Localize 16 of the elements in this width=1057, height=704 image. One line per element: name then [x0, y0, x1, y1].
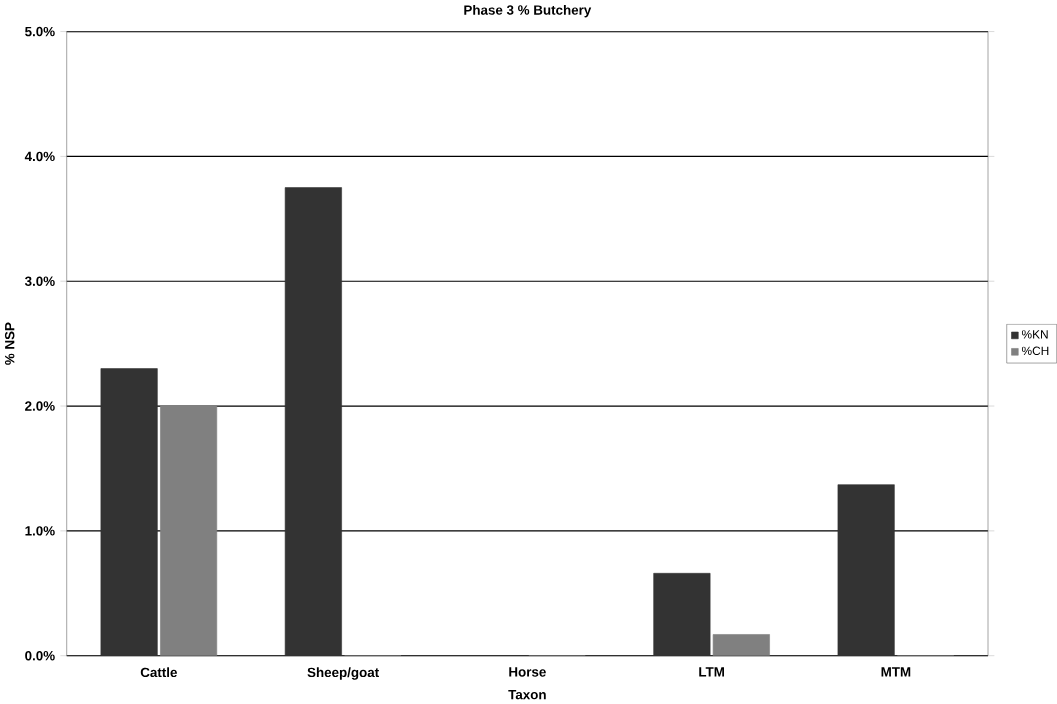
x-tick-label: Sheep/goat: [307, 667, 379, 680]
legend-label: %KN: [1021, 330, 1048, 339]
x-tick-label: Cattle: [140, 667, 177, 677]
x-tick-label: MTM: [881, 667, 911, 677]
x-axis-title: Taxon: [508, 689, 546, 700]
y-tick-label: 5.0%: [25, 26, 55, 37]
y-tick-label: 1.0%: [25, 525, 55, 536]
x-tick-label: Horse: [509, 667, 546, 677]
y-tick-label: 3.0%: [24, 276, 55, 286]
chart-title: Phase 3 % Butchery: [464, 4, 592, 18]
y-tick-label: 4.0%: [24, 151, 55, 161]
legend-label: %CH: [1021, 346, 1049, 355]
y-tick-label: 0.0%: [25, 650, 55, 661]
y-axis-title: % NSP: [4, 322, 15, 365]
y-tick-label: 2.0%: [25, 401, 55, 411]
x-tick-label: LTM: [699, 667, 724, 677]
